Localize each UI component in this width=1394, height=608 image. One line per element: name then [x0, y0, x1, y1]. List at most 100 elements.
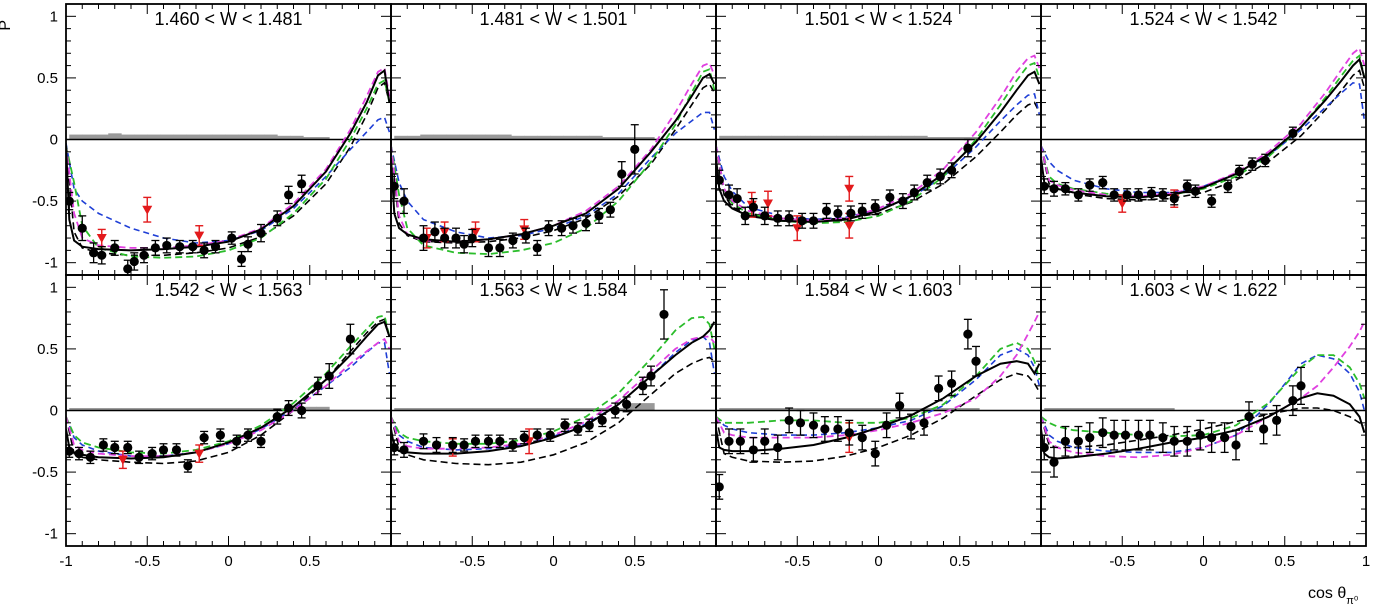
x-axis-title-main: cos θ [1308, 585, 1346, 602]
systematic-bar [446, 408, 460, 411]
data-point [808, 216, 819, 226]
data-point [748, 445, 758, 455]
systematic-bar [940, 137, 954, 140]
data-point [97, 250, 107, 260]
data-point [418, 233, 429, 243]
data-point [732, 194, 742, 204]
data-point [760, 211, 770, 221]
data-point [833, 424, 843, 434]
systematic-bar [108, 408, 122, 411]
curve-magenta [66, 66, 391, 249]
other-data-point [844, 184, 855, 194]
data-point [1158, 190, 1168, 200]
panel-3: 1.501 < W < 1.524 [715, 3, 1042, 276]
data-series [66, 174, 307, 275]
panel-title: 1.584 < W < 1.603 [804, 280, 952, 300]
data-point [470, 436, 481, 446]
data-point [963, 329, 973, 339]
data-point [532, 430, 542, 440]
systematic-bar [108, 133, 122, 140]
data-point [797, 216, 807, 226]
systematic-bar [290, 135, 304, 140]
systematic-bar [459, 408, 473, 411]
data-point [508, 440, 518, 450]
data-point [1122, 190, 1132, 200]
data-point [459, 239, 469, 249]
data-point [243, 239, 253, 249]
data-point [870, 202, 880, 212]
systematic-bar [797, 408, 811, 411]
systematic-bar [485, 134, 499, 140]
y-tick-label: -0.5 [32, 193, 58, 210]
panel-ticks [390, 274, 717, 547]
curve-black-dashed [66, 318, 391, 465]
panel-5: 1.542 < W < 1.563 -1 -0.5 0 0.5 1 -1 -0.5 0 0.5 [32, 274, 392, 570]
data-point [150, 243, 160, 253]
data-point [1195, 430, 1205, 440]
systematic-bar [550, 135, 564, 140]
axes-labels: P cos θπ⁰ [0, 20, 1359, 607]
data-point [846, 208, 856, 219]
systematic-bar [134, 134, 148, 140]
systematic-bar [849, 408, 863, 411]
systematic-bar [953, 137, 967, 140]
data-point [646, 371, 656, 381]
data-point [85, 452, 95, 462]
systematic-bars [719, 135, 980, 140]
curve-magenta [391, 335, 716, 450]
data-point [573, 424, 583, 434]
other-data-point [792, 224, 803, 234]
panel-title: 1.603 < W < 1.622 [1129, 280, 1277, 300]
systematic-bar [862, 135, 876, 140]
systematic-bar [1161, 408, 1175, 411]
data-point [740, 211, 750, 221]
data-point [568, 221, 578, 231]
data-point [313, 381, 323, 391]
systematic-bar [264, 408, 278, 411]
model-curves [66, 66, 391, 259]
data-point [123, 264, 133, 274]
curve-green [1041, 54, 1366, 198]
data-point [508, 235, 518, 246]
systematic-bar [823, 408, 837, 411]
systematic-bar [537, 408, 551, 411]
systematic-bar [173, 134, 187, 140]
systematic-bar [251, 134, 265, 140]
systematic-bar [901, 135, 915, 140]
data-point [418, 436, 429, 446]
data-point [495, 243, 505, 253]
systematic-bar [160, 134, 174, 140]
x-axis-title: cos θπ⁰ [1308, 585, 1359, 607]
data-point [183, 461, 193, 471]
systematic-bar [745, 408, 759, 411]
systematic-bar [966, 137, 980, 140]
systematic-bar [732, 135, 746, 140]
curve-blue [66, 342, 391, 457]
data-point [795, 418, 806, 428]
data-point [1288, 128, 1298, 138]
curve-black-dashed [391, 356, 715, 466]
data-point [1049, 184, 1059, 194]
data-point [638, 381, 648, 391]
systematic-bar [771, 135, 785, 140]
other-data-point [763, 199, 773, 209]
model-curves [1041, 46, 1366, 201]
data-point [594, 211, 604, 221]
systematic-bar [641, 137, 655, 140]
data-point [1109, 190, 1119, 200]
panel-ticks [1040, 274, 1367, 547]
systematic-bar [875, 408, 889, 411]
systematic-bar [147, 134, 161, 140]
y-tick-label: 0.5 [37, 70, 58, 87]
curve-black [66, 320, 391, 460]
data-point [129, 256, 139, 267]
systematic-bar [849, 135, 863, 140]
data-point [175, 242, 185, 252]
systematic-bar [589, 135, 603, 140]
data-point [724, 190, 734, 200]
systematic-bar [134, 408, 148, 411]
data-point [622, 399, 632, 409]
other-data-point [844, 221, 855, 231]
data-series [1041, 126, 1298, 208]
